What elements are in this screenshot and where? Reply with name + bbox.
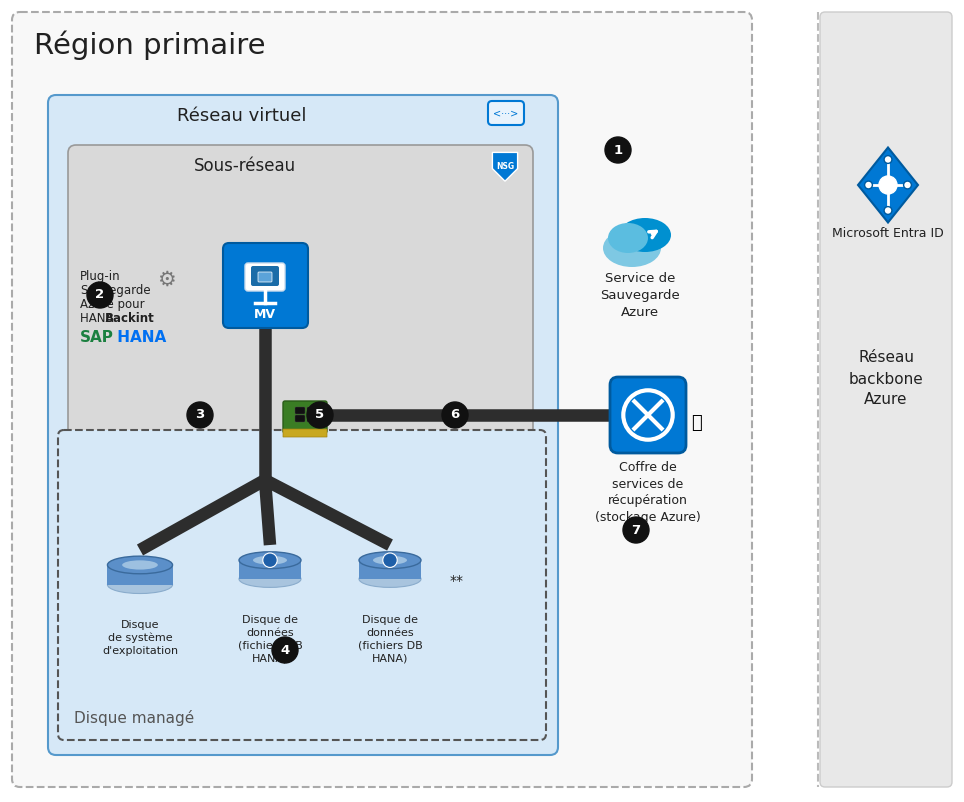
Ellipse shape — [603, 229, 661, 267]
Text: 7: 7 — [631, 524, 640, 537]
Ellipse shape — [608, 223, 648, 253]
FancyBboxPatch shape — [820, 12, 952, 787]
Ellipse shape — [619, 218, 671, 252]
Text: 🔑: 🔑 — [690, 414, 702, 432]
Polygon shape — [493, 152, 518, 181]
Text: Région primaire: Région primaire — [34, 30, 265, 59]
Text: Réseau
backbone
Azure: Réseau backbone Azure — [848, 350, 924, 407]
FancyBboxPatch shape — [58, 430, 546, 740]
Ellipse shape — [239, 570, 301, 587]
FancyBboxPatch shape — [245, 263, 285, 291]
FancyBboxPatch shape — [321, 417, 326, 422]
Text: MV: MV — [254, 309, 276, 322]
Text: 5: 5 — [315, 408, 325, 422]
Ellipse shape — [107, 576, 173, 593]
Text: NSG: NSG — [495, 162, 514, 172]
Polygon shape — [107, 565, 173, 585]
Circle shape — [884, 156, 892, 164]
Ellipse shape — [122, 561, 158, 569]
FancyBboxPatch shape — [307, 407, 317, 414]
FancyBboxPatch shape — [68, 145, 533, 535]
Text: 4: 4 — [281, 643, 289, 657]
Text: Azure pour: Azure pour — [80, 298, 145, 311]
FancyBboxPatch shape — [251, 266, 279, 286]
Circle shape — [263, 553, 278, 567]
FancyBboxPatch shape — [488, 101, 524, 125]
Circle shape — [307, 402, 333, 428]
Text: 2: 2 — [95, 289, 104, 302]
Text: SAP: SAP — [80, 330, 114, 345]
Text: 3: 3 — [196, 408, 204, 422]
Circle shape — [442, 402, 468, 428]
Text: 1: 1 — [613, 144, 623, 156]
Circle shape — [272, 637, 298, 663]
Ellipse shape — [253, 556, 287, 565]
Ellipse shape — [107, 556, 173, 573]
Text: Backint: Backint — [105, 312, 155, 325]
FancyBboxPatch shape — [48, 95, 558, 755]
Polygon shape — [239, 561, 301, 579]
FancyBboxPatch shape — [12, 12, 752, 787]
FancyBboxPatch shape — [321, 409, 326, 414]
FancyBboxPatch shape — [295, 407, 305, 414]
Text: HANA: HANA — [112, 330, 166, 345]
Circle shape — [623, 517, 649, 543]
Text: Coffre de
services de
récupération
(stockage Azure): Coffre de services de récupération (stoc… — [595, 461, 701, 524]
Circle shape — [879, 176, 897, 194]
Ellipse shape — [359, 552, 421, 569]
Text: <···>: <···> — [494, 108, 519, 118]
Text: Disque de
données
(fichiers DB
HANA): Disque de données (fichiers DB HANA) — [237, 615, 303, 663]
Text: ⚙: ⚙ — [156, 270, 175, 290]
Circle shape — [383, 553, 397, 567]
Text: Plug-in: Plug-in — [80, 270, 120, 283]
Text: Service de
Sauvegarde
Azure: Service de Sauvegarde Azure — [601, 272, 680, 319]
Text: **: ** — [450, 574, 464, 588]
Ellipse shape — [373, 556, 407, 565]
FancyBboxPatch shape — [307, 415, 317, 422]
Circle shape — [605, 137, 631, 163]
Circle shape — [865, 181, 872, 189]
Text: Disque managé: Disque managé — [74, 710, 195, 726]
Text: Sous-réseau: Sous-réseau — [194, 157, 296, 175]
FancyBboxPatch shape — [258, 272, 272, 282]
Ellipse shape — [239, 552, 301, 569]
Text: Microsoft Entra ID: Microsoft Entra ID — [832, 227, 944, 240]
Text: Disque de
données
(fichiers DB
HANA): Disque de données (fichiers DB HANA) — [358, 615, 422, 663]
FancyBboxPatch shape — [223, 243, 308, 328]
Circle shape — [903, 181, 911, 189]
Text: Disque
de système
d'exploitation: Disque de système d'exploitation — [102, 620, 178, 656]
Circle shape — [884, 207, 892, 214]
FancyBboxPatch shape — [610, 377, 686, 453]
Circle shape — [87, 282, 113, 308]
FancyBboxPatch shape — [283, 401, 327, 433]
Text: 6: 6 — [450, 408, 460, 422]
Text: HANA: HANA — [80, 312, 118, 325]
FancyBboxPatch shape — [283, 429, 327, 437]
Text: Sauvegarde: Sauvegarde — [80, 284, 150, 297]
Ellipse shape — [359, 570, 421, 587]
FancyBboxPatch shape — [295, 415, 305, 422]
Polygon shape — [858, 148, 918, 222]
Text: Réseau virtuel: Réseau virtuel — [177, 107, 307, 125]
Polygon shape — [359, 561, 421, 579]
Circle shape — [187, 402, 213, 428]
